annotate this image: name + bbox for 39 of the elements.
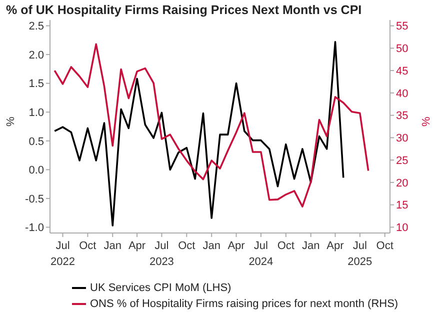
y-tick-label: 0.0: [28, 164, 44, 177]
y-tick-label: -0.5: [25, 193, 44, 206]
x-tick-label: Apr: [228, 240, 246, 252]
x-tick-label: Jul 2023: [149, 240, 174, 268]
x-tick-label: Jan: [302, 240, 320, 252]
x-tick-label: Jul 2022: [50, 240, 75, 268]
line-series: [54, 43, 370, 208]
x-tick-label: Oct: [277, 240, 294, 252]
y-tick-label: 0.5: [28, 136, 44, 148]
y2-tick-label: 55: [396, 20, 408, 33]
y-tick-label: -1.0: [25, 222, 44, 234]
x-tick-label: Jan: [202, 240, 220, 252]
x-tick-label: Jan: [104, 240, 122, 252]
y2-tick-label: 30: [396, 132, 408, 145]
x-tick-label: Oct: [376, 240, 394, 252]
y2-tick-label: 20: [396, 177, 408, 190]
x-tick-label: Oct: [79, 240, 96, 252]
y-tick-label: 1.5: [28, 78, 44, 90]
x-tick-label: Jul 2025: [348, 240, 372, 268]
y2-tick-label: 45: [396, 65, 408, 78]
y-tick-label: 2.0: [28, 49, 44, 62]
y2-tick-label: 25: [396, 154, 408, 167]
y2-tick-label: 40: [396, 88, 408, 100]
y-tick-label: 2.5: [28, 20, 44, 33]
x-tick-label: Apr: [128, 240, 146, 252]
y2-tick-label: 10: [396, 222, 408, 234]
y2-tick-label: 50: [396, 43, 408, 56]
x-tick-label: Apr: [326, 240, 344, 252]
y-axis-title: %: [4, 116, 17, 126]
x-tick-label: Oct: [178, 240, 196, 252]
x-tick-label: Jul 2024: [248, 240, 274, 268]
legend-label: ONS % of Hospitality Firms raising prices for next month (RHS): [90, 298, 398, 310]
legend-label: UK Services CPI MoM (LHS): [90, 282, 232, 294]
line-series: [54, 40, 344, 226]
chart-title: % of UK Hospitality Firms Raising Prices Next Month vs CPI: [6, 3, 362, 17]
y2-tick-label: 35: [396, 110, 408, 122]
y-tick-label: 1.0: [28, 107, 44, 120]
y2-axis-title: %: [419, 116, 432, 127]
y2-tick-label: 15: [396, 200, 408, 212]
